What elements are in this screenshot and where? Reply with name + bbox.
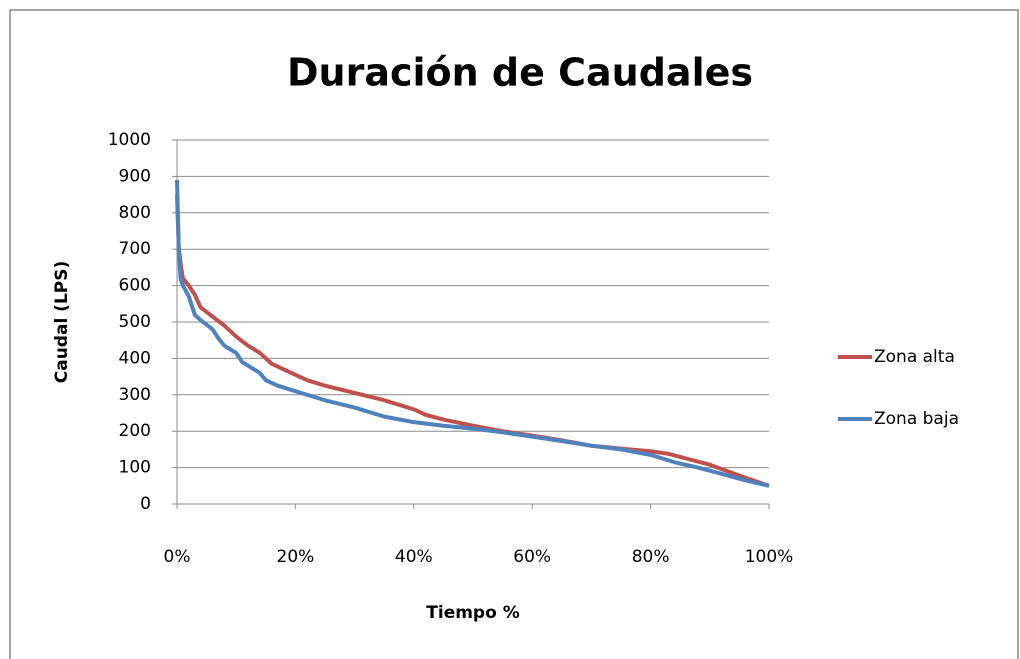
chart-title: Duración de Caudales bbox=[287, 51, 753, 95]
y-tick-label: 700 bbox=[119, 239, 151, 259]
legend-label: Zona alta bbox=[874, 347, 955, 367]
y-tick-label: 900 bbox=[119, 166, 151, 186]
y-tick-label: 400 bbox=[119, 348, 151, 368]
x-axis-label: Tiempo % bbox=[426, 603, 519, 623]
chart-frame bbox=[9, 9, 1019, 659]
x-tick-label: 40% bbox=[395, 547, 433, 567]
data-line bbox=[175, 194, 770, 488]
y-tick-label: 300 bbox=[119, 385, 151, 405]
x-tick-label: 100% bbox=[745, 547, 794, 567]
legend-label: Zona baja bbox=[874, 409, 959, 429]
y-tick-label: 1000 bbox=[108, 130, 151, 150]
x-tick-label: 80% bbox=[632, 547, 670, 567]
y-tick-label: 100 bbox=[119, 458, 151, 478]
y-tick-label: 800 bbox=[119, 203, 151, 223]
y-axis-label: Caudal (LPS) bbox=[52, 261, 72, 384]
y-tick-label: 200 bbox=[119, 421, 151, 441]
y-tick-label: 0 bbox=[140, 494, 151, 514]
x-tick-label: 60% bbox=[513, 547, 551, 567]
data-line bbox=[175, 179, 770, 488]
y-tick-label: 600 bbox=[119, 276, 151, 296]
x-tick-label: 20% bbox=[277, 547, 315, 567]
y-tick-label: 500 bbox=[119, 312, 151, 332]
x-tick-label: 0% bbox=[164, 547, 191, 567]
